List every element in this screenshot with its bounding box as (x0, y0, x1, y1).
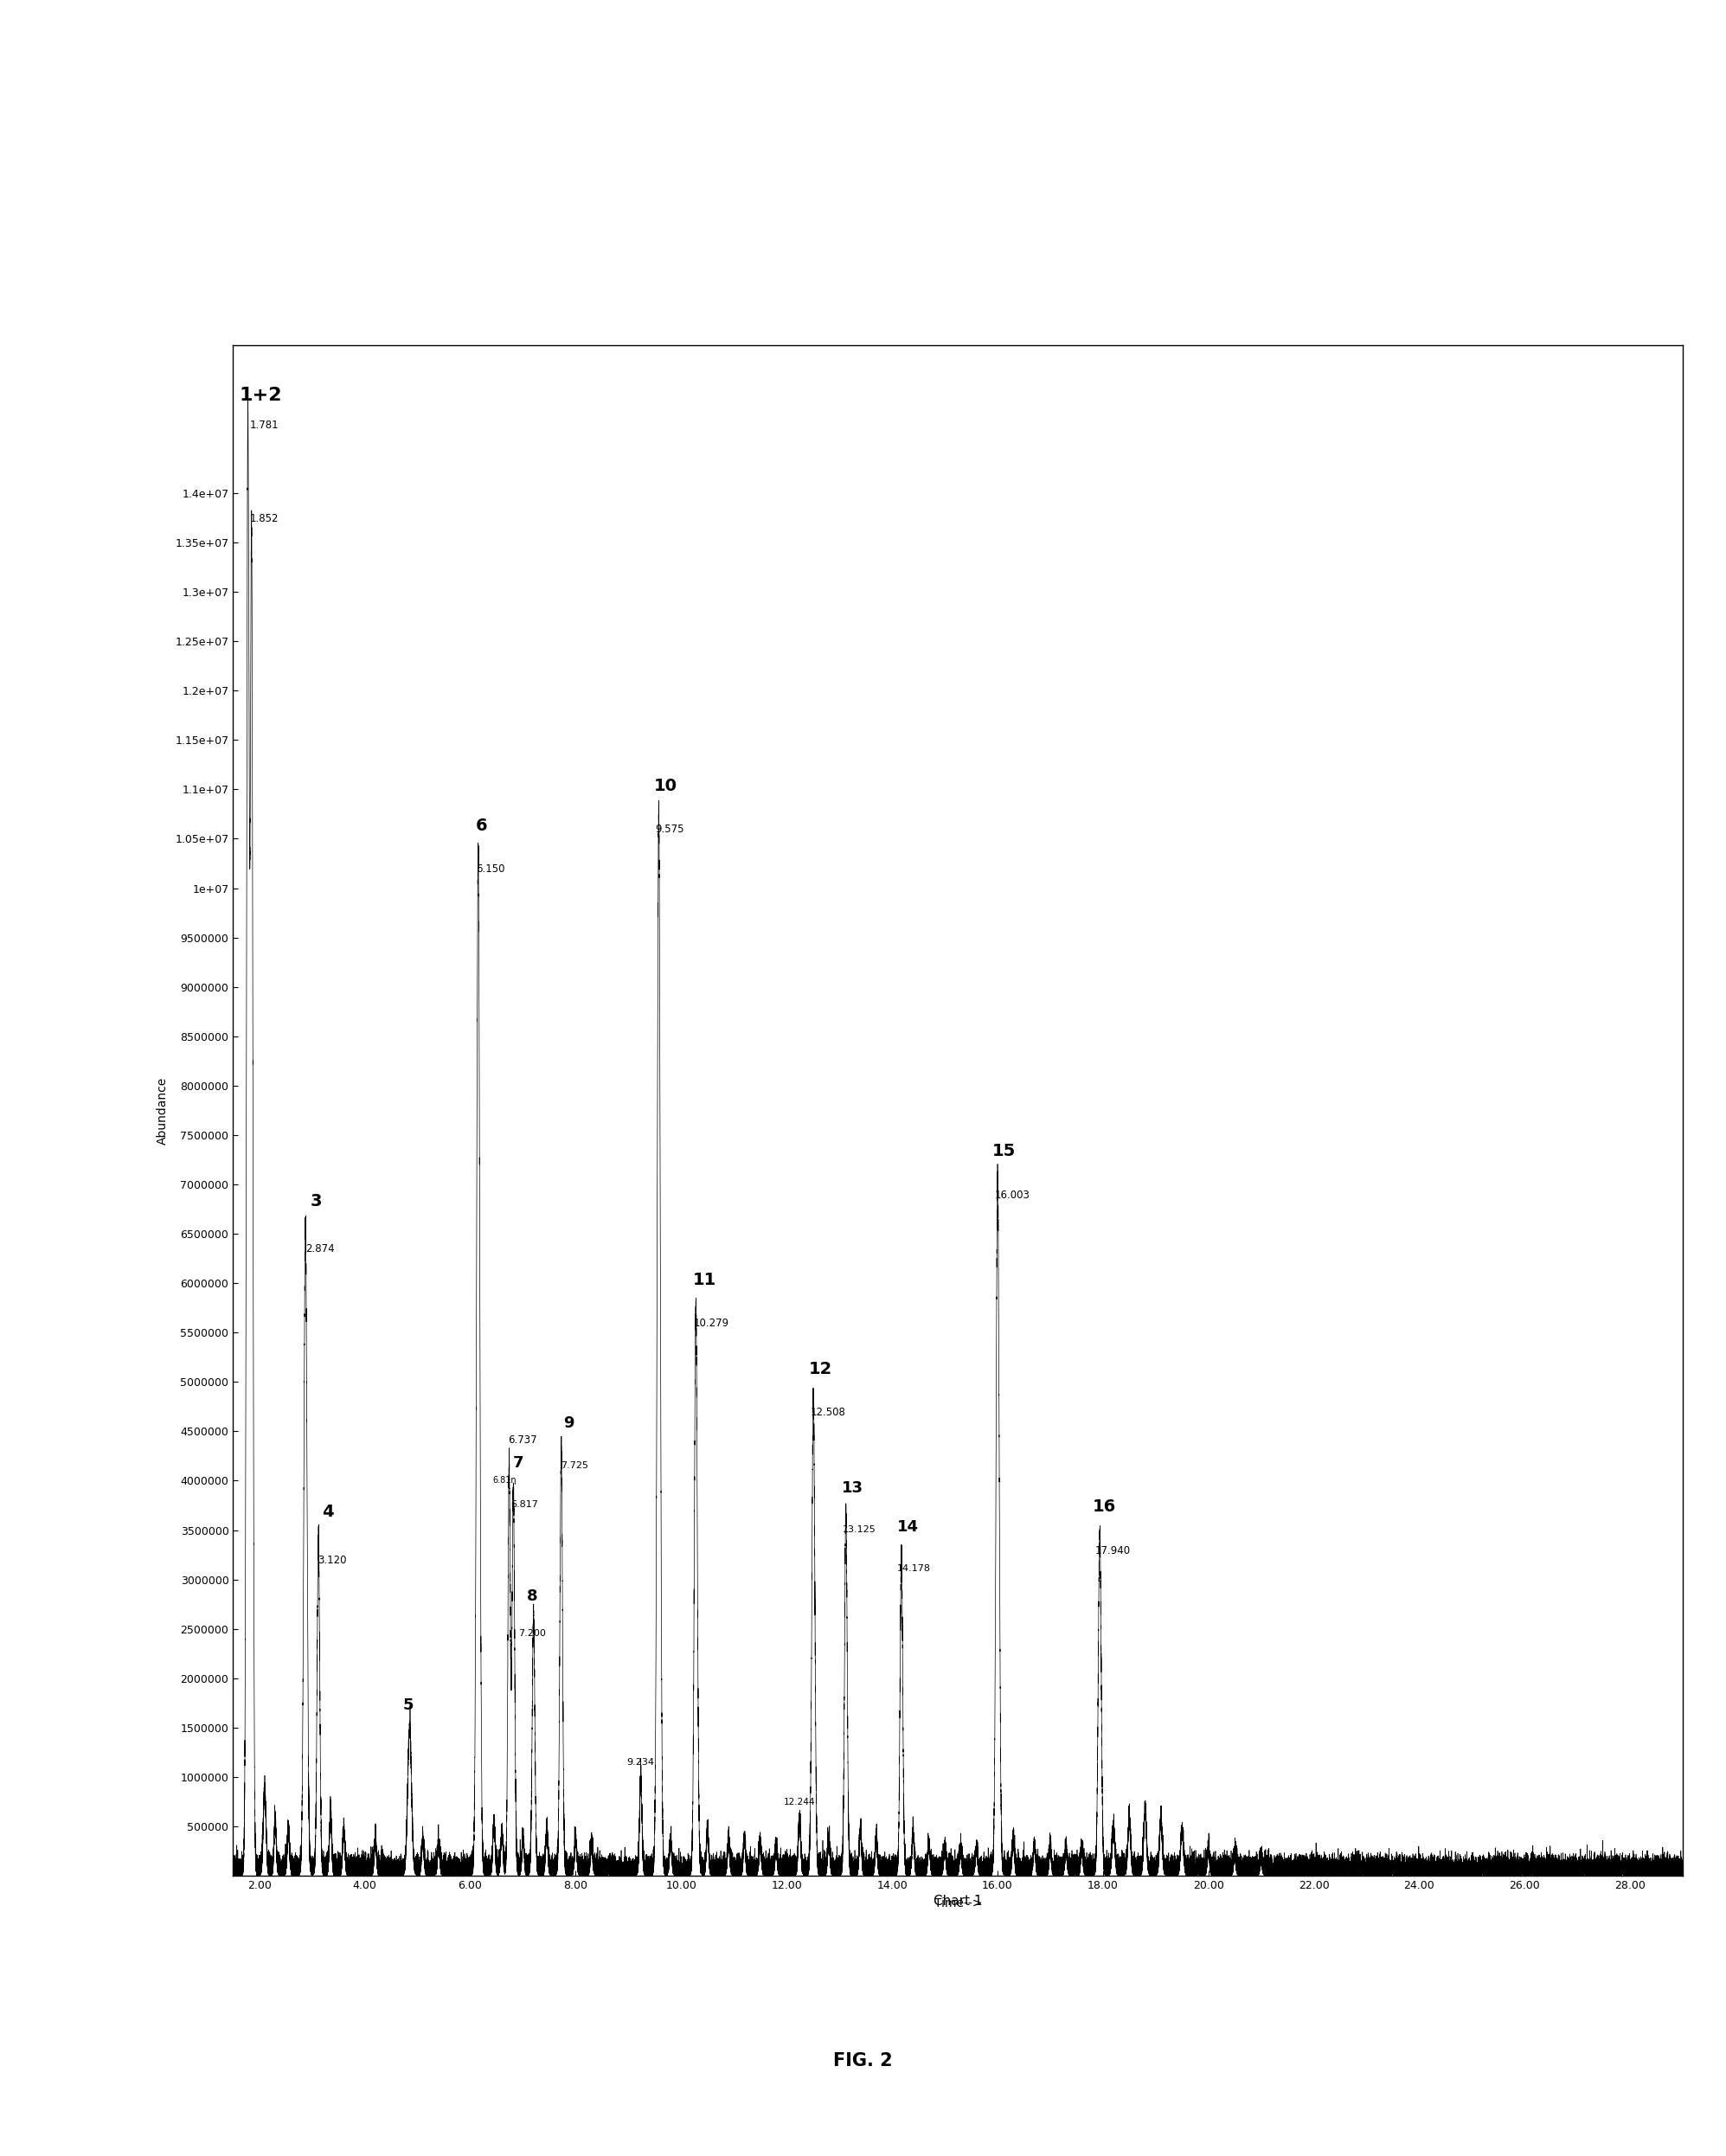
Text: 11: 11 (692, 1272, 716, 1287)
Text: 3: 3 (311, 1192, 323, 1210)
Text: 1+2: 1+2 (240, 386, 281, 403)
Text: 9.234: 9.234 (627, 1759, 654, 1768)
Text: 9: 9 (563, 1416, 573, 1432)
Text: 13.125: 13.125 (842, 1524, 877, 1533)
Text: 5: 5 (402, 1697, 414, 1712)
Text: 10.279: 10.279 (694, 1317, 728, 1328)
Text: 12.508: 12.508 (809, 1406, 846, 1419)
Text: FIG. 2: FIG. 2 (834, 2053, 892, 2070)
Y-axis label: Abundance: Abundance (157, 1076, 169, 1145)
Text: 1.781: 1.781 (249, 420, 278, 431)
Text: 14: 14 (898, 1520, 918, 1535)
Text: 3.120: 3.120 (318, 1554, 347, 1565)
Text: 7.725: 7.725 (561, 1462, 589, 1470)
Text: Chart 1: Chart 1 (934, 1895, 982, 1908)
Text: 1.852: 1.852 (249, 513, 278, 524)
Text: 4: 4 (321, 1503, 333, 1520)
Text: 2.874: 2.874 (306, 1244, 335, 1255)
Text: 7.200: 7.200 (520, 1628, 545, 1636)
Text: 13: 13 (842, 1479, 863, 1496)
Text: 12: 12 (809, 1360, 832, 1378)
Text: 10: 10 (654, 778, 677, 793)
Text: 17.940: 17.940 (1094, 1546, 1131, 1557)
Text: 6.150: 6.150 (476, 862, 504, 875)
Text: 7: 7 (513, 1455, 523, 1470)
Text: 6.81η: 6.81η (492, 1475, 516, 1483)
Text: 8: 8 (526, 1589, 539, 1604)
Text: 16.003: 16.003 (994, 1190, 1030, 1201)
X-axis label: Time-->: Time--> (934, 1897, 982, 1910)
Text: 12.244: 12.244 (784, 1798, 815, 1807)
Text: 6.737: 6.737 (507, 1436, 537, 1447)
Text: 16: 16 (1093, 1498, 1117, 1516)
Text: 14.178: 14.178 (898, 1565, 930, 1574)
Text: 15: 15 (992, 1143, 1017, 1160)
Text: 6.817: 6.817 (511, 1501, 539, 1509)
Text: 9.575: 9.575 (654, 824, 683, 834)
Text: 6: 6 (476, 817, 487, 834)
